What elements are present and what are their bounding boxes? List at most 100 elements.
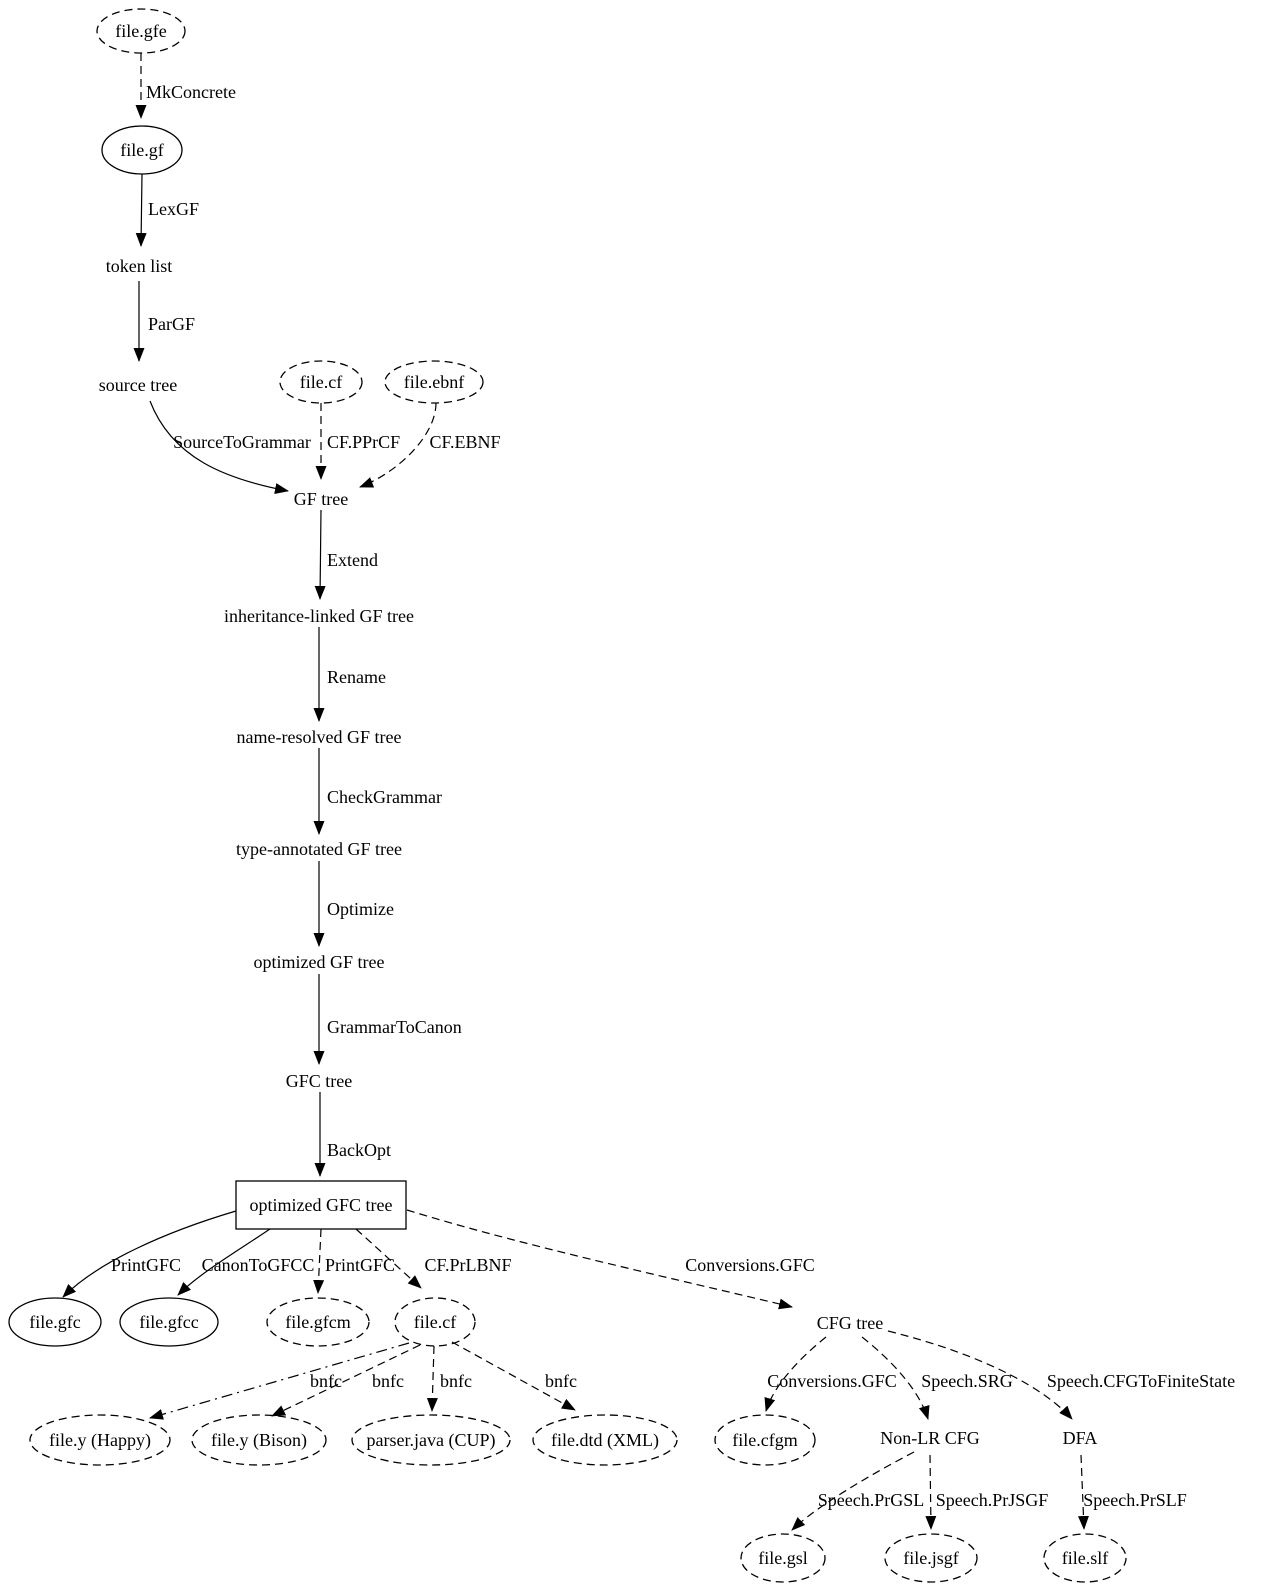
edge-label-speech-srg: Speech.SRG: [921, 1371, 1013, 1391]
node-file-slf: file.slf: [1043, 1533, 1127, 1583]
edge-canontogfcc: [177, 1228, 271, 1296]
node-label-source-tree: source tree: [99, 375, 177, 395]
edges: [62, 53, 1089, 1531]
edge-printgfc-1: [62, 1210, 237, 1298]
edge-label-speech-prjsgf: Speech.PrJSGF: [936, 1490, 1049, 1510]
node-label-file-cfgm: file.cfgm: [732, 1430, 797, 1450]
node-file-gfc: file.gfc: [8, 1297, 102, 1347]
edge-label-sourcetogrammar: SourceToGrammar: [173, 432, 311, 452]
edge-label-grammartocanon: GrammarToCanon: [327, 1017, 462, 1037]
edge-label-mkconcrete: MkConcrete: [146, 82, 236, 102]
edge-lexgf: [135, 173, 147, 247]
node-name-resolved-gf-tree: name-resolved GF tree: [237, 727, 402, 747]
node-parser-java-cup: parser.java (CUP): [351, 1414, 511, 1466]
edge-bnfc-4: [451, 1341, 576, 1411]
node-source-tree: source tree: [99, 375, 177, 395]
node-file-ebnf: file.ebnf: [384, 360, 484, 404]
node-dfa: DFA: [1063, 1428, 1098, 1448]
edge-label-bnfc-4: bnfc: [545, 1371, 577, 1391]
node-file-cf-bottom: file.cf: [394, 1297, 476, 1347]
node-label-file-dtd-xml: file.dtd (XML): [551, 1430, 659, 1451]
node-file-jsgf: file.jsgf: [884, 1533, 978, 1583]
node-file-cf-top: file.cf: [279, 360, 363, 404]
edge-label-cf-prlbnf: CF.PrLBNF: [424, 1255, 511, 1275]
node-optimized-gf-tree: optimized GF tree: [254, 952, 385, 972]
edge-label-speech-prgsl: Speech.PrGSL: [818, 1490, 925, 1510]
node-cfg-tree: CFG tree: [817, 1313, 884, 1333]
node-file-cfgm: file.cfgm: [714, 1414, 816, 1466]
node-label-optimized-gf-tree: optimized GF tree: [254, 952, 385, 972]
edge-label-bnfc-3: bnfc: [440, 1371, 472, 1391]
node-inheritance-linked-gf-tree: inheritance-linked GF tree: [224, 606, 414, 626]
node-file-gf: file.gf: [101, 125, 183, 175]
edge-conversions-gfc-2: [764, 1336, 827, 1412]
node-label-cfg-tree: CFG tree: [817, 1313, 884, 1333]
node-gfc-tree: GFC tree: [286, 1071, 353, 1091]
edge-bnfc-2: [271, 1344, 421, 1417]
edge-cf-ebnf: [359, 402, 437, 488]
node-label-file-ebnf: file.ebnf: [404, 372, 464, 392]
nodes: file.gfe file.gf token list source tree …: [8, 8, 1127, 1583]
node-file-gfcc: file.gfcc: [119, 1297, 219, 1347]
node-label-file-cf-top: file.cf: [300, 372, 342, 392]
edge-label-lexgf: LexGF: [148, 199, 199, 219]
node-file-gfcm: file.gfcm: [266, 1297, 370, 1347]
edge-label-printgfc-1: PrintGFC: [111, 1255, 181, 1275]
edge-label-backopt: BackOpt: [327, 1140, 391, 1160]
edge-label-optimize: Optimize: [327, 899, 394, 919]
edge-conversions-gfc-1: [406, 1209, 793, 1310]
node-token-list: token list: [106, 256, 173, 276]
node-label-gfc-tree: GFC tree: [286, 1071, 353, 1091]
node-label-file-gsl: file.gsl: [758, 1548, 808, 1568]
edge-label-canontogfcc: CanonToGFCC: [202, 1255, 315, 1275]
node-label-file-gfc: file.gfc: [29, 1312, 80, 1332]
edge-printgfc-2: [313, 1228, 325, 1294]
node-label-dfa: DFA: [1063, 1428, 1098, 1448]
node-label-optimized-gfc-tree: optimized GFC tree: [250, 1195, 393, 1215]
edge-bnfc-3: [426, 1345, 438, 1412]
edge-cf-prlbnf: [355, 1228, 422, 1289]
edge-speech-prjsgf: [925, 1454, 937, 1530]
edge-sourcetogrammar: [149, 400, 289, 494]
edge-speech-prgsl: [791, 1451, 915, 1531]
edge-label-bnfc-2: bnfc: [372, 1371, 404, 1391]
edge-label-printgfc-2: PrintGFC: [325, 1255, 395, 1275]
edge-labels: MkConcrete LexGF ParGF SourceToGrammar C…: [111, 82, 1235, 1510]
edge-label-conversions-gfc-2: Conversions.GFC: [767, 1371, 897, 1391]
node-gf-tree: GF tree: [294, 489, 348, 509]
edge-label-pargf: ParGF: [148, 314, 195, 334]
node-label-file-gfcm: file.gfcm: [285, 1312, 350, 1332]
node-label-file-gf: file.gf: [120, 140, 163, 160]
edge-label-cf-pprcf: CF.PPrCF: [327, 432, 400, 452]
edge-label-rename: Rename: [327, 667, 386, 687]
node-label-name-resolved-gf-tree: name-resolved GF tree: [237, 727, 402, 747]
node-file-y-happy: file.y (Happy): [29, 1414, 171, 1466]
edge-extend: [314, 509, 326, 600]
edge-label-checkgrammar: CheckGrammar: [327, 787, 442, 807]
edge-speech-srg: [861, 1336, 930, 1420]
node-file-gsl: file.gsl: [740, 1533, 826, 1583]
edge-label-conversions-gfc-1: Conversions.GFC: [685, 1255, 815, 1275]
node-label-file-y-happy: file.y (Happy): [49, 1430, 151, 1451]
node-label-file-gfcc: file.gfcc: [139, 1312, 198, 1332]
node-non-lr-cfg: Non-LR CFG: [880, 1428, 980, 1448]
node-label-inheritance-linked-gf-tree: inheritance-linked GF tree: [224, 606, 414, 626]
node-label-gf-tree: GF tree: [294, 489, 348, 509]
node-label-file-cf-bottom: file.cf: [414, 1312, 456, 1332]
node-type-annotated-gf-tree: type-annotated GF tree: [236, 839, 402, 859]
node-label-file-jsgf: file.jsgf: [903, 1548, 959, 1568]
node-label-file-y-bison: file.y (Bison): [211, 1430, 307, 1451]
node-label-parser-java-cup: parser.java (CUP): [367, 1430, 496, 1451]
node-label-token-list: token list: [106, 256, 173, 276]
edge-label-cf-ebnf: CF.EBNF: [429, 432, 500, 452]
edge-bnfc-1: [149, 1342, 410, 1420]
node-file-dtd-xml: file.dtd (XML): [532, 1414, 678, 1466]
edge-label-speech-prslf: Speech.PrSLF: [1083, 1490, 1187, 1510]
node-label-type-annotated-gf-tree: type-annotated GF tree: [236, 839, 402, 859]
node-file-gfe: file.gfe: [96, 8, 186, 54]
edge-label-bnfc-1: bnfc: [310, 1371, 342, 1391]
edge-label-extend: Extend: [327, 550, 378, 570]
node-label-file-slf: file.slf: [1062, 1548, 1109, 1568]
edge-label-speech-cfgtofinitestate: Speech.CFGToFiniteState: [1047, 1371, 1235, 1391]
